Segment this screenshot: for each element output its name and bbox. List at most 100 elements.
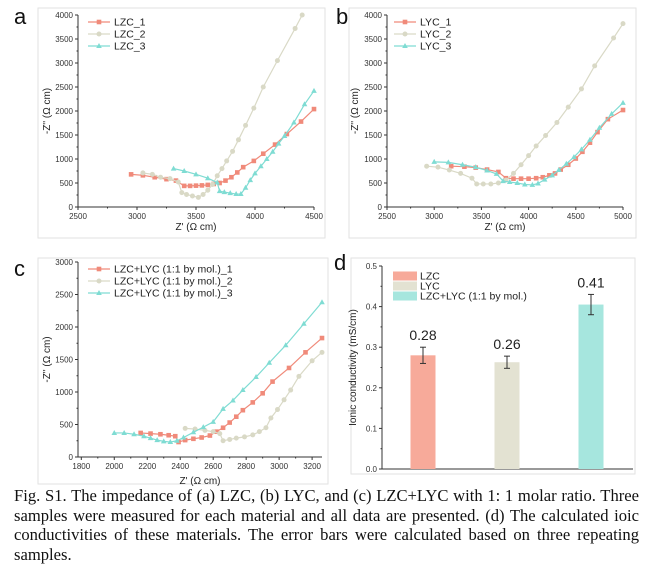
data-point [620,21,626,27]
data-point [424,163,430,169]
x-tick-label: 2400 [171,462,189,471]
legend-swatch [393,271,417,281]
legend-label: LYC_1 [420,17,451,29]
x-tick-label: 4500 [305,212,323,221]
data-point [181,168,187,173]
data-point [511,176,516,181]
series-line [131,108,315,187]
data-point [247,177,254,183]
y-tick-label: 0 [69,203,74,212]
data-point [154,437,160,443]
bar [494,362,520,469]
data-point [200,192,206,198]
chart-panel-c: c 0 500 1000 1500 2000 2500 3000 -Z'' (Ω cm) 1800… [14,256,329,486]
data-point [556,167,562,173]
y-tick-label: 4000 [55,11,73,20]
data-point [121,429,127,435]
x-tick-label: 3000 [270,462,288,471]
legend-label: LZC_3 [114,41,146,53]
data-point [533,143,539,149]
bar [410,355,436,469]
y-axis-title: -Z'' (Ω cm) [42,336,53,382]
chart-panel-b: b 0 500 1000 1500 2000 2500 3000 3500 4000 -Z'' (Ω… [336,4,637,239]
y-axis-title: Ionic conductivity (mS/cm) [348,309,359,426]
legend-marker [96,290,102,295]
x-tick-label: 2500 [378,212,396,221]
data-point [172,433,178,439]
series-LZC+LYC (1:1 by mol.)_2 [182,349,325,444]
data-point [167,176,173,182]
value-label: 0.41 [577,274,604,290]
panel-frame [37,7,326,239]
data-point [554,120,560,126]
data-point [535,180,541,186]
data-point [207,433,213,438]
legend-label: LZC+LYC (1:1 by mol.)_2 [114,276,233,288]
data-point [233,435,239,441]
data-point [319,335,325,341]
panel-letter: a [14,4,27,29]
data-point [533,175,539,181]
panel-letter: d [334,250,346,275]
y-tick-label: 500 [369,179,383,188]
series-line [426,23,624,185]
x-axis-title: Z' (Ω cm) [179,476,220,486]
x-tick-label: 4000 [246,212,264,221]
figure: a 0 500 1000 1500 2000 2500 3000 3500 4000 -Z'' (Ω… [14,4,637,486]
data-point [158,174,164,180]
data-point [220,438,226,444]
x-tick-label: 3500 [187,212,205,221]
data-point [565,104,571,110]
data-point [210,418,216,424]
data-point [164,176,169,182]
data-point [189,193,195,199]
legend-item: LYC_2 [394,29,451,41]
y-tick-label: 2500 [364,83,382,92]
y-tick-label: 0 [69,453,74,462]
data-point [484,167,490,173]
legend-marker [96,31,102,37]
value-label: 0.26 [493,336,520,352]
data-point [518,162,524,168]
legend-item: LYC [393,281,440,293]
legend-marker [402,31,408,37]
data-point [148,431,153,436]
data-point [227,190,234,196]
data-point [445,159,452,165]
data-point [141,433,147,439]
data-point [147,435,154,441]
data-point [480,181,486,187]
data-point [281,397,287,403]
panel-letter: c [14,256,25,281]
data-point [526,176,531,181]
data-point [199,435,204,440]
data-point [448,163,454,169]
y-tick-label: 0.4 [366,303,378,312]
x-tick-label: 2800 [237,462,255,471]
panel-frame [350,257,636,475]
y-tick-label: 3500 [364,35,382,44]
data-point [217,180,222,186]
data-point [274,407,280,413]
data-point [238,191,244,197]
data-point [303,350,308,355]
data-point [250,400,256,405]
data-point [210,429,216,435]
y-tick-label: 0.5 [366,262,378,271]
data-point [286,365,292,371]
legend-marker [96,19,102,25]
data-point [199,183,205,188]
data-point [242,434,248,440]
bar [578,304,604,469]
data-point [319,349,325,355]
y-tick-label: 1000 [364,155,382,164]
x-tick-label: 3200 [303,462,321,471]
legend-item: LZC+LYC (1:1 by mol.)_3 [88,288,233,300]
data-point [506,179,513,185]
data-point [578,146,585,152]
data-point [620,107,626,113]
data-point [549,172,555,178]
data-point [263,425,269,431]
x-tick-label: 2000 [105,462,123,471]
data-point [522,181,528,187]
